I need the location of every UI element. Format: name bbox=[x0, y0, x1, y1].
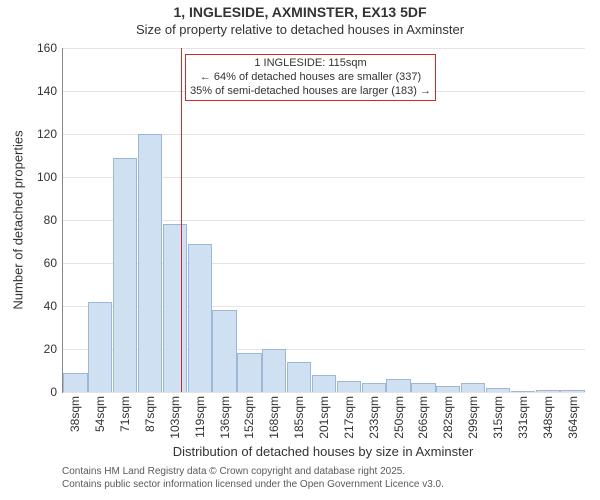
y-tick-label: 160 bbox=[37, 41, 63, 55]
chart-title: 1, INGLESIDE, AXMINSTER, EX13 5DF bbox=[0, 0, 600, 22]
x-tick-label: 152sqm bbox=[242, 396, 256, 439]
x-tick-label: 233sqm bbox=[367, 396, 381, 439]
footer-attribution: Contains HM Land Registry data © Crown c… bbox=[62, 466, 444, 491]
x-tick-label: 364sqm bbox=[566, 396, 580, 439]
histogram-bar bbox=[188, 244, 212, 392]
histogram-bar bbox=[287, 362, 311, 392]
y-tick-label: 0 bbox=[50, 385, 63, 399]
x-tick-label: 266sqm bbox=[416, 396, 430, 439]
annotation-line: 35% of semi-detached houses are larger (… bbox=[190, 85, 431, 99]
histogram-bar bbox=[88, 302, 112, 392]
x-tick-label: 168sqm bbox=[267, 396, 281, 439]
histogram-bar bbox=[486, 388, 510, 392]
y-tick-label: 120 bbox=[37, 127, 63, 141]
x-tick-label: 331sqm bbox=[516, 396, 530, 439]
histogram-bar bbox=[436, 386, 460, 392]
x-tick-label: 299sqm bbox=[466, 396, 480, 439]
annotation-line: 1 INGLESIDE: 115sqm bbox=[190, 57, 431, 71]
x-tick-label: 87sqm bbox=[143, 396, 157, 432]
x-tick-label: 71sqm bbox=[118, 396, 132, 432]
x-tick-label: 185sqm bbox=[292, 396, 306, 439]
y-tick-label: 100 bbox=[37, 170, 63, 184]
histogram-bar bbox=[362, 383, 386, 392]
y-tick-label: 60 bbox=[44, 256, 63, 270]
y-tick-label: 140 bbox=[37, 84, 63, 98]
chart-subtitle: Size of property relative to detached ho… bbox=[0, 22, 600, 38]
footer-line: Contains HM Land Registry data © Crown c… bbox=[62, 466, 444, 479]
histogram-bar bbox=[461, 383, 485, 392]
histogram-bar bbox=[411, 383, 435, 392]
y-tick-label: 80 bbox=[44, 213, 63, 227]
x-tick-label: 136sqm bbox=[218, 396, 232, 439]
histogram-bar bbox=[386, 379, 410, 392]
y-tick-label: 20 bbox=[44, 342, 63, 356]
histogram-bar bbox=[511, 391, 535, 392]
x-tick-label: 348sqm bbox=[541, 396, 555, 439]
histogram-bar bbox=[312, 375, 336, 392]
footer-line: Contains public sector information licen… bbox=[62, 479, 444, 492]
histogram-bar bbox=[262, 349, 286, 392]
histogram-bar bbox=[113, 158, 137, 392]
y-gridline bbox=[63, 392, 585, 393]
x-tick-label: 38sqm bbox=[68, 396, 82, 432]
x-tick-label: 282sqm bbox=[441, 396, 455, 439]
y-gridline bbox=[63, 48, 585, 49]
y-axis-label: Number of detached properties bbox=[11, 130, 26, 309]
y-tick-label: 40 bbox=[44, 299, 63, 313]
annotation-line: ← 64% of detached houses are smaller (33… bbox=[190, 71, 431, 85]
x-tick-label: 54sqm bbox=[93, 396, 107, 432]
x-tick-label: 315sqm bbox=[491, 396, 505, 439]
plot-area: 02040608010012014016038sqm54sqm71sqm87sq… bbox=[62, 48, 585, 393]
annotation-box: 1 INGLESIDE: 115sqm← 64% of detached hou… bbox=[185, 54, 436, 101]
x-tick-label: 201sqm bbox=[317, 396, 331, 439]
histogram-bar bbox=[138, 134, 162, 392]
histogram-bar bbox=[63, 373, 87, 392]
x-tick-label: 103sqm bbox=[168, 396, 182, 439]
histogram-bar bbox=[536, 390, 560, 392]
histogram-bar bbox=[163, 224, 187, 392]
histogram-bar bbox=[560, 390, 584, 392]
x-axis-label: Distribution of detached houses by size … bbox=[173, 444, 474, 459]
histogram-bar bbox=[212, 310, 236, 392]
x-tick-label: 217sqm bbox=[342, 396, 356, 439]
x-tick-label: 119sqm bbox=[193, 396, 207, 438]
x-tick-label: 250sqm bbox=[392, 396, 406, 439]
chart-container: 1, INGLESIDE, AXMINSTER, EX13 5DF Size o… bbox=[0, 0, 600, 500]
histogram-bar bbox=[237, 353, 261, 392]
property-marker-line bbox=[181, 48, 182, 392]
histogram-bar bbox=[337, 381, 361, 392]
